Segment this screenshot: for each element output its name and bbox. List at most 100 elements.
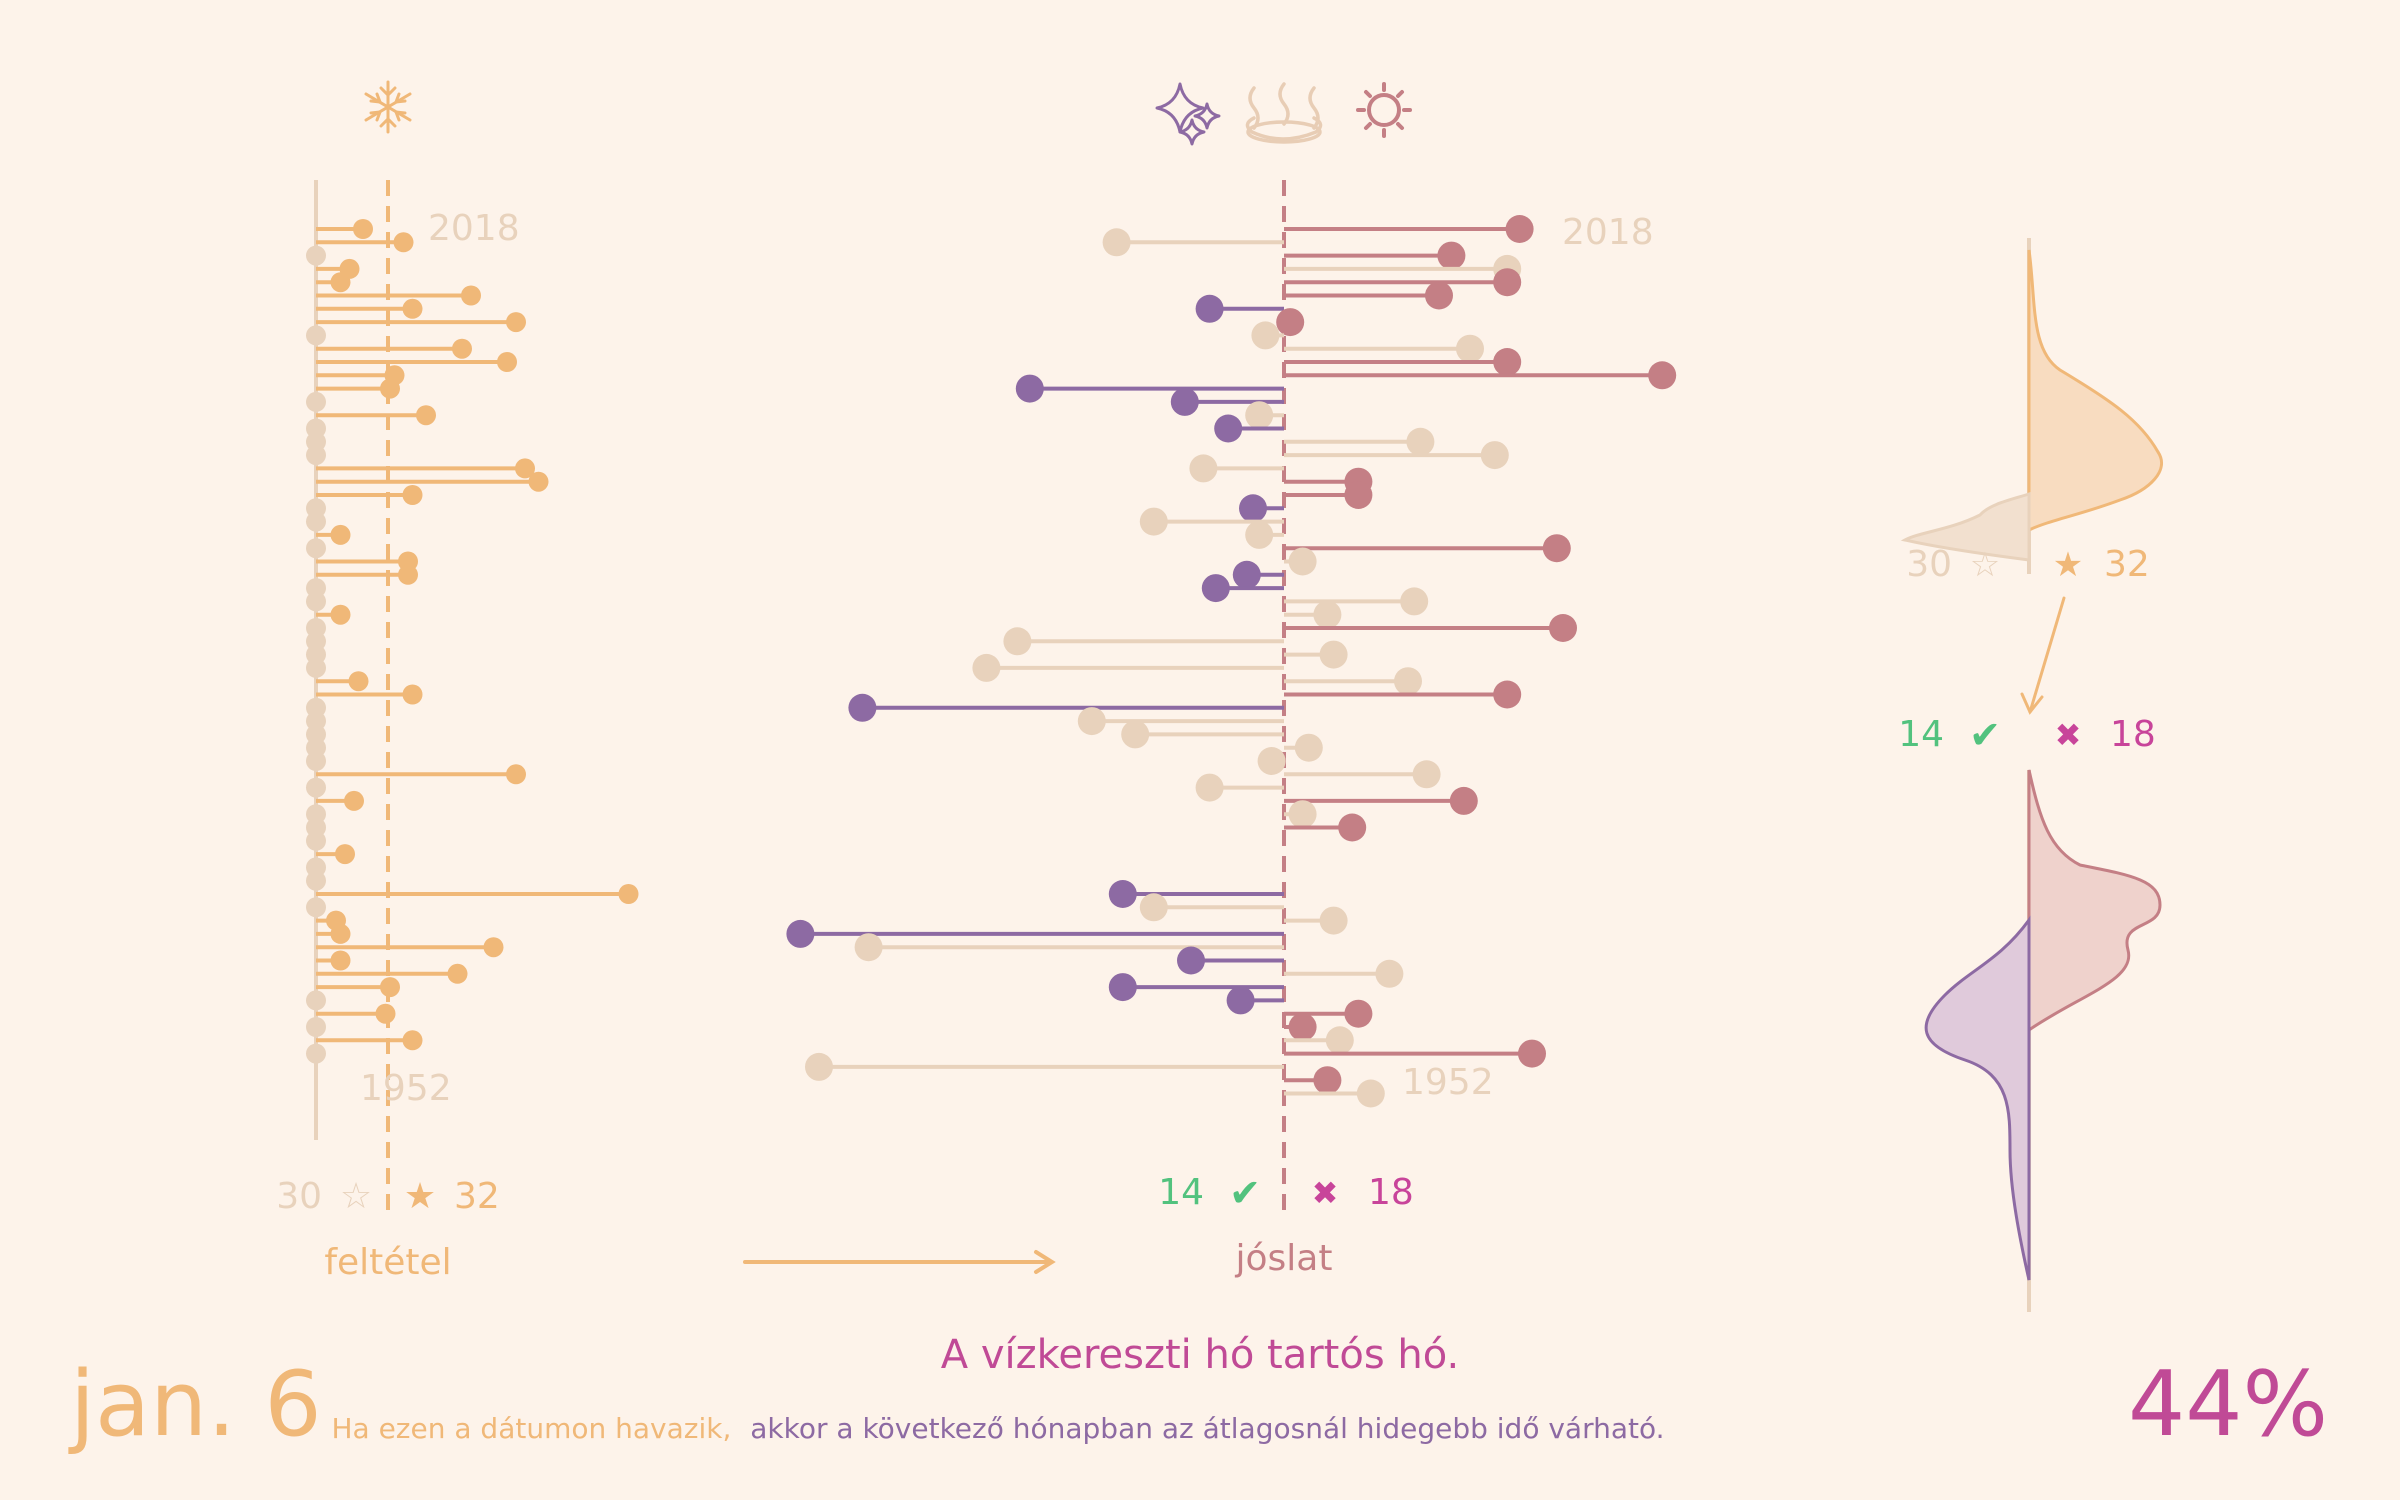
- condition-dot: [528, 471, 549, 492]
- prediction-dot: [1170, 387, 1199, 416]
- condition-dot: [380, 378, 400, 399]
- explanation: Ha ezen a dátumon havazik, akkor a követ…: [331, 1412, 1664, 1445]
- left-year-bottom: 1952: [360, 1068, 452, 1109]
- right-star-full: ★: [2053, 545, 2083, 585]
- prediction-dot: [1493, 268, 1522, 297]
- percent-label: 44%: [2128, 1352, 2328, 1457]
- left-count-false: 30: [276, 1176, 322, 1217]
- prediction-density-cold: [1924, 915, 2031, 1281]
- prediction-dot: [1288, 800, 1317, 829]
- prediction-dot: [1338, 813, 1367, 842]
- condition-dot: [306, 391, 326, 412]
- prediction-dot: [1518, 1039, 1546, 1068]
- prediction-dot: [1108, 973, 1137, 1002]
- left-caption: feltétel: [324, 1242, 451, 1283]
- condition-dot: [306, 591, 326, 612]
- left-lollipops: [306, 219, 639, 1064]
- left-count-true: 32: [454, 1176, 500, 1217]
- condition-dot: [330, 923, 351, 944]
- left-star-empty: ☆: [340, 1176, 372, 1217]
- prediction-dot: [1549, 614, 1577, 642]
- prediction-dot: [1239, 494, 1267, 523]
- condition-dot: [447, 963, 468, 984]
- middle-caption: jóslat: [1235, 1238, 1333, 1279]
- prediction-dot: [1480, 441, 1509, 470]
- prediction-dot: [972, 653, 1001, 682]
- middle-year-top: 2018: [1562, 212, 1654, 253]
- cross-icon: ✖: [1312, 1174, 1339, 1212]
- condition-dot: [380, 977, 400, 998]
- prediction-dot: [1400, 587, 1429, 616]
- prediction-dot: [1195, 294, 1224, 323]
- sun-icon: [1356, 82, 1412, 138]
- right-count-correct: 14: [1898, 714, 1944, 755]
- condition-dot: [306, 511, 326, 532]
- condition-dot: [344, 790, 364, 811]
- prediction-dot: [1077, 707, 1106, 736]
- middle-count-wrong: 18: [1368, 1172, 1414, 1213]
- condition-dot: [452, 338, 472, 359]
- condition-dot: [306, 325, 326, 346]
- prediction-dot: [805, 1052, 833, 1081]
- prediction-dot: [1319, 640, 1348, 669]
- condition-dot: [497, 352, 517, 372]
- prediction-dot: [1177, 946, 1205, 975]
- prediction-dot: [1449, 786, 1478, 815]
- prediction-dot: [1313, 1066, 1342, 1095]
- condition-dot: [306, 751, 326, 771]
- right-count-true: 32: [2104, 544, 2150, 585]
- flow-arrow: [743, 1250, 1056, 1274]
- prediction-dot: [1505, 215, 1534, 243]
- prediction-dot: [1493, 348, 1522, 376]
- middle-count-correct: 14: [1158, 1172, 1204, 1213]
- prediction-dot: [1226, 986, 1255, 1015]
- prediction-dot: [786, 919, 815, 948]
- right-star-empty: ☆: [1970, 545, 2000, 585]
- condition-dot: [335, 844, 355, 865]
- prediction-dot: [1015, 374, 1044, 403]
- condition-dot: [375, 1003, 396, 1024]
- condition-dot: [330, 604, 351, 625]
- left-year-top: 2018: [428, 208, 520, 249]
- condition-dot: [306, 245, 326, 266]
- right-check-icon: ✔: [1969, 713, 2001, 757]
- prediction-dot: [1344, 481, 1373, 509]
- condition-dot: [402, 485, 423, 505]
- condition-dot: [402, 684, 423, 705]
- condition-dot: [398, 564, 418, 585]
- condition-dot: [402, 298, 423, 319]
- condition-dot: [506, 312, 526, 333]
- condition-dot: [618, 884, 639, 904]
- prediction-dot: [1232, 560, 1261, 589]
- prediction-dot: [1493, 680, 1522, 709]
- left-star-full: ★: [404, 1176, 436, 1217]
- condition-dot: [515, 458, 535, 479]
- prediction-dot: [1344, 999, 1373, 1028]
- condition-density-true: [2027, 249, 2164, 533]
- explanation-condition: Ha ezen a dátumon havazik,: [331, 1412, 731, 1445]
- snowflake-icon: [364, 80, 412, 134]
- condition-dot: [393, 232, 414, 253]
- condition-density-false: [1900, 491, 2031, 562]
- condition-dot: [506, 764, 526, 785]
- prediction-dot: [1412, 760, 1441, 789]
- condition-dot: [330, 950, 351, 971]
- condition-dot: [483, 937, 504, 958]
- prediction-dot: [1313, 600, 1342, 629]
- prediction-dot: [1456, 334, 1484, 363]
- prediction-dot: [1648, 361, 1677, 390]
- middle-lollipops: [786, 215, 1677, 1108]
- right-arrow: [2020, 596, 2066, 715]
- explanation-prediction: akkor a következő hónapban az átlagosnál…: [750, 1412, 1664, 1445]
- prediction-dot: [1288, 1013, 1317, 1041]
- prediction-dot: [1325, 1026, 1354, 1055]
- prediction-dot: [1251, 321, 1280, 350]
- prediction-dot: [1425, 281, 1453, 310]
- prediction-dot: [1294, 733, 1323, 762]
- condition-dot: [306, 830, 326, 851]
- date-label: jan. 6: [68, 1352, 322, 1457]
- prediction-dot: [1108, 880, 1137, 908]
- condition-dot: [461, 285, 481, 306]
- prediction-dot: [1356, 1079, 1385, 1108]
